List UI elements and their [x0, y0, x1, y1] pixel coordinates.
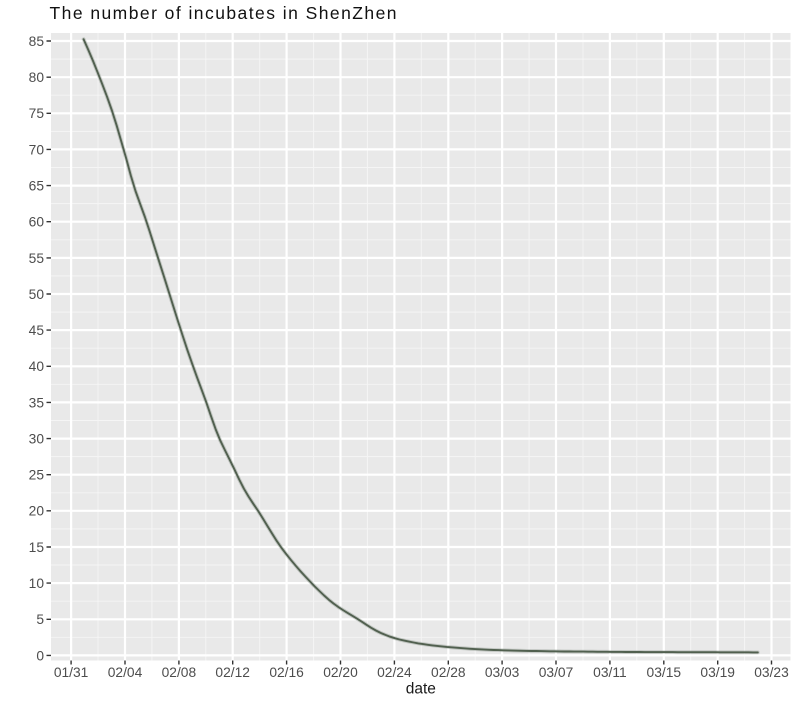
svg-text:50: 50: [29, 287, 45, 302]
svg-text:5: 5: [36, 612, 44, 627]
svg-text:The number of incubates in She: The number of incubates in ShenZhen: [50, 3, 398, 23]
svg-text:date: date: [406, 681, 436, 698]
svg-text:30: 30: [29, 432, 45, 447]
svg-text:03/19: 03/19: [700, 665, 735, 680]
svg-text:40: 40: [29, 359, 45, 374]
svg-text:65: 65: [29, 179, 45, 194]
svg-text:60: 60: [29, 215, 45, 230]
svg-text:70: 70: [29, 142, 45, 157]
svg-text:01/31: 01/31: [54, 665, 89, 680]
svg-text:02/16: 02/16: [269, 665, 304, 680]
svg-text:03/03: 03/03: [485, 665, 520, 680]
svg-text:0: 0: [36, 648, 44, 663]
svg-text:15: 15: [29, 540, 45, 555]
svg-text:02/20: 02/20: [323, 665, 358, 680]
svg-text:35: 35: [29, 395, 45, 410]
svg-text:03/07: 03/07: [539, 665, 574, 680]
svg-text:02/24: 02/24: [377, 665, 412, 680]
svg-text:25: 25: [29, 468, 45, 483]
svg-text:03/23: 03/23: [754, 665, 789, 680]
svg-text:55: 55: [29, 251, 45, 266]
svg-text:75: 75: [29, 106, 45, 121]
svg-text:85: 85: [29, 34, 45, 49]
svg-text:02/28: 02/28: [431, 665, 466, 680]
svg-text:02/04: 02/04: [108, 665, 143, 680]
svg-text:03/15: 03/15: [647, 665, 682, 680]
svg-text:80: 80: [29, 70, 45, 85]
svg-text:45: 45: [29, 323, 45, 338]
svg-text:20: 20: [29, 504, 45, 519]
svg-text:02/12: 02/12: [215, 665, 250, 680]
svg-text:10: 10: [29, 576, 45, 591]
svg-text:02/08: 02/08: [162, 665, 197, 680]
svg-text:03/11: 03/11: [593, 665, 627, 680]
